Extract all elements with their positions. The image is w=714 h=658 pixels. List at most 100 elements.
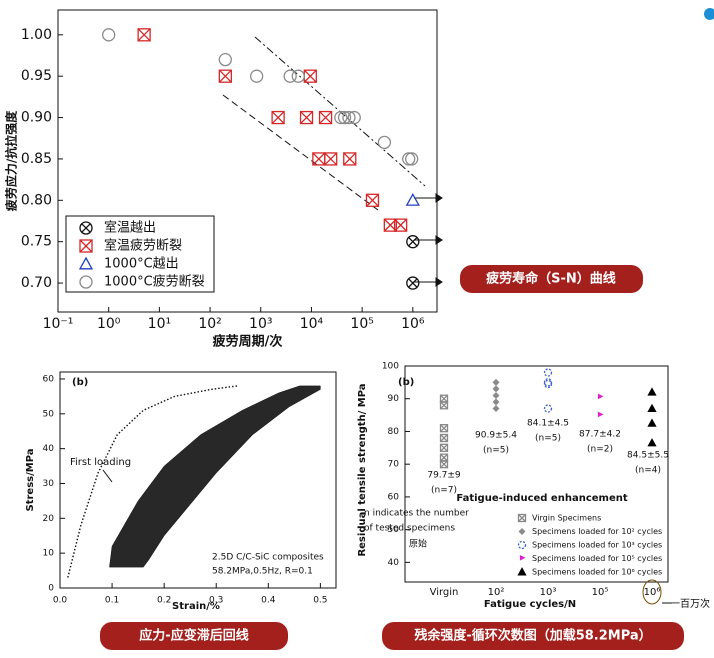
plot-frame [404, 365, 669, 583]
y-tick-label: 60 [388, 492, 400, 502]
marker-box [299, 110, 314, 125]
summary-label: 79.7±9 [427, 471, 461, 481]
marker-stroke [518, 514, 526, 522]
corner-dot [704, 8, 714, 20]
x-axis-label: Strain/% [172, 601, 220, 612]
loading-curve [67, 385, 238, 578]
marker-circle [342, 110, 356, 125]
marker-circle [406, 235, 420, 249]
summary-label: (n=5) [535, 434, 561, 444]
caption-badge [382, 622, 684, 650]
panel-label: (b) [72, 377, 88, 388]
x-tick-label: 10⁶ [644, 587, 661, 598]
marker [405, 152, 419, 166]
arrow-head [435, 277, 443, 287]
x-tick-label: 0.5 [313, 596, 327, 606]
y-tick-label: 70 [388, 460, 400, 470]
marker [543, 379, 553, 389]
x-axis-label: 疲劳周期/次 [213, 334, 283, 350]
x-tick-label: 0.2 [157, 596, 171, 606]
x-tick-label: 0.0 [53, 596, 68, 606]
x-tick-label: 0.3 [209, 596, 223, 606]
marker [303, 69, 317, 83]
legend-label: Virgin Specimens [532, 514, 601, 523]
legend-label: 1000°C越出 [104, 257, 179, 272]
marker [517, 567, 527, 576]
y-tick-label: 1.00 [21, 27, 52, 43]
panel-label: (b) [398, 377, 414, 388]
virgin-note: 原始 [409, 538, 427, 550]
marker-box [365, 193, 380, 207]
y-tick-label: 0 [48, 584, 54, 594]
x-tick-label: 10³ [540, 587, 557, 598]
marker [312, 152, 326, 166]
marker-circle [250, 69, 264, 83]
x-tick-label: 10⁴ [300, 316, 324, 332]
marker [406, 235, 420, 249]
marker-stroke [394, 218, 408, 232]
marker-circle [377, 135, 392, 150]
marker-stroke [366, 193, 379, 207]
marker-box [343, 152, 357, 166]
x-tick-label: 10¹ [148, 316, 171, 332]
marker-circle [79, 221, 93, 235]
marker [517, 540, 527, 550]
marker-stroke [312, 152, 326, 166]
marker [439, 401, 449, 410]
marker-diamond [492, 378, 500, 386]
x-tick-label: 10² [488, 587, 505, 598]
marker [597, 411, 604, 418]
y-tick-label: 50 [388, 525, 400, 535]
marker-stroke [440, 453, 448, 462]
marker-box [271, 110, 285, 125]
marker [342, 110, 356, 125]
marker [439, 460, 449, 469]
marker [318, 110, 333, 125]
note: 2.5D C/C-SiC composites [212, 553, 324, 563]
legend-label: 1000°C疲劳断裂 [104, 274, 205, 290]
runout-arrows [414, 193, 443, 287]
caption: 疲劳寿命（S-N）曲线 [486, 271, 616, 287]
marker [647, 438, 657, 447]
x-tick-label: 10⁵ [350, 316, 373, 332]
note: 58.2MPa,0.5Hz, R=0.1 [212, 567, 313, 577]
marker-stroke [440, 424, 448, 433]
x-tick-label: 10⁶ [401, 316, 425, 332]
marker-box [324, 152, 338, 166]
marker [393, 218, 408, 232]
y-tick-label: 0.80 [21, 192, 52, 208]
y-tick-label: 60 [43, 374, 55, 384]
marker-diamond [492, 385, 500, 393]
marker-triangle [647, 403, 657, 412]
legend-label: 室温越出 [104, 220, 156, 236]
summary-label: 84.1±4.5 [527, 419, 569, 429]
y-tick-label: 20 [43, 514, 55, 524]
caption-badge [460, 265, 643, 293]
marker-triangle [517, 567, 527, 576]
caption-badge [100, 622, 288, 650]
y-tick-label: 0.70 [21, 275, 52, 291]
marker-triangle [647, 438, 657, 447]
y-tick-label: 40 [388, 558, 400, 568]
marker-box [439, 401, 449, 410]
marker-stroke [440, 394, 448, 403]
legend-label: Specimens loaded for 10⁶ cycles [532, 568, 662, 577]
marker-stroke [440, 460, 448, 469]
marker-circle [291, 69, 305, 83]
hysteresis-band [109, 385, 321, 568]
y-tick-label: 0.75 [21, 234, 52, 250]
marker [492, 398, 500, 406]
marker-triangle [647, 387, 657, 396]
y-tick-label: 0.95 [21, 68, 52, 84]
caption: 应力-应变滞后回线 [139, 628, 248, 644]
marker-diamond [492, 391, 500, 399]
marker-diamond [518, 528, 526, 535]
marker [517, 513, 527, 523]
x-tick-label: 10⁻¹ [43, 316, 74, 332]
note: of tested specimens [364, 524, 455, 534]
marker-stroke [137, 28, 151, 42]
marker-circle [102, 28, 116, 42]
marker-diamond [492, 405, 500, 413]
marker-flag [519, 555, 526, 561]
